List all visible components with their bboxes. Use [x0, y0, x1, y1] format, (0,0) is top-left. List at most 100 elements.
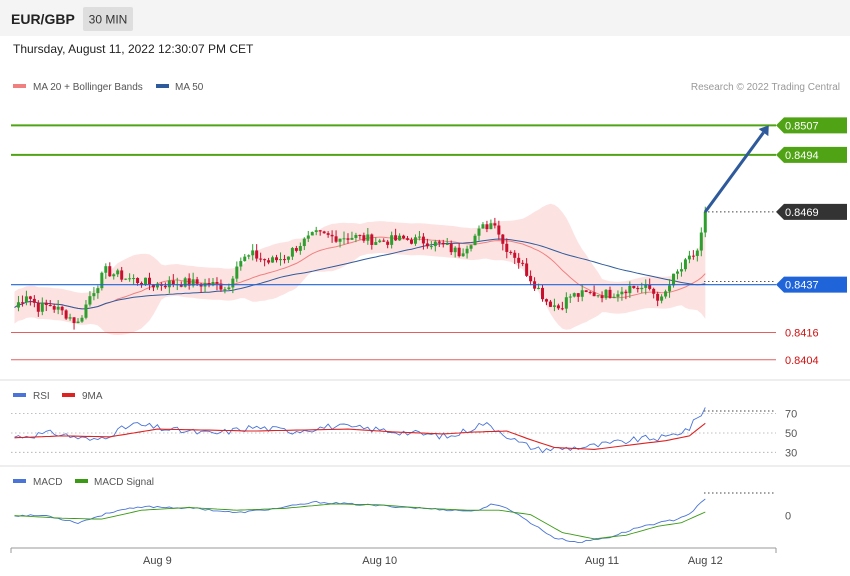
price-levels: 0.8507 0.8494 0.8469 0.8437 0.8416 0.8404 [11, 117, 847, 367]
candle [672, 273, 676, 288]
candle [163, 282, 167, 289]
time-axis: Aug 9 Aug 10 Aug 11 Aug 12 [10, 548, 777, 567]
rsi-line [14, 407, 706, 454]
candle [255, 244, 259, 262]
candle [441, 239, 445, 248]
candle [338, 238, 342, 248]
candle [406, 235, 410, 241]
candle [278, 252, 282, 266]
candle [358, 234, 362, 240]
candle [362, 232, 366, 243]
candle [580, 284, 584, 302]
legend-swatch-macd-signal [75, 479, 88, 483]
candle [457, 242, 461, 258]
candle [552, 298, 556, 312]
candle [52, 303, 56, 313]
candle [251, 244, 255, 261]
timestamp: Thursday, August 11, 2022 12:30:07 PM CE… [13, 42, 254, 56]
candle [128, 273, 132, 282]
level-target: 0.8494 [11, 146, 847, 163]
candle [469, 244, 473, 252]
candle [556, 303, 560, 310]
candle [310, 231, 314, 236]
level-label: 0.8494 [785, 150, 819, 162]
candle [664, 289, 668, 299]
candle [271, 255, 275, 263]
level-support: 0.8404 [11, 355, 819, 367]
candle [32, 295, 36, 308]
candle [302, 237, 306, 251]
candle [275, 254, 279, 263]
candle [44, 299, 48, 312]
candle [576, 293, 580, 302]
candle [541, 284, 545, 302]
candle [544, 298, 548, 306]
candle [147, 272, 151, 291]
candle [449, 240, 453, 256]
candle [298, 242, 302, 255]
candle [501, 233, 505, 251]
candle [374, 237, 378, 246]
candle [382, 238, 386, 243]
candle [187, 273, 191, 290]
candle [366, 227, 370, 245]
candle [548, 299, 552, 307]
rsi-panel: 70 50 30 [11, 407, 797, 459]
candle [636, 285, 640, 293]
forecast-arrow [704, 125, 769, 213]
candle [493, 217, 497, 229]
legend-swatch-rsi-ma [62, 393, 75, 397]
candle [421, 233, 425, 250]
candle [112, 273, 116, 280]
candle [616, 290, 620, 302]
level-target: 0.8507 [11, 117, 847, 134]
candle [390, 231, 394, 249]
level-label: 0.8416 [785, 327, 819, 339]
level-label: 0.8507 [785, 120, 819, 132]
candle [80, 315, 84, 323]
candle [687, 250, 691, 264]
candle [40, 297, 44, 316]
candle [64, 309, 68, 320]
candle [485, 220, 489, 233]
candle [608, 286, 612, 299]
candle [235, 261, 239, 283]
legend-macd-signal-label: MACD Signal [94, 477, 154, 488]
candle [132, 274, 136, 285]
candle [477, 225, 481, 241]
legend-rsi-label: RSI [33, 391, 50, 402]
candle [378, 238, 382, 243]
candle [326, 231, 330, 238]
candle [92, 286, 96, 301]
timeframe-badge[interactable] [83, 7, 133, 31]
candle [699, 227, 703, 257]
candle [239, 257, 243, 271]
candlesticks [16, 206, 707, 330]
candle [624, 289, 628, 300]
candle [36, 300, 40, 317]
level-label: 0.8469 [785, 207, 819, 219]
candle [529, 270, 533, 286]
header-bar [0, 0, 850, 36]
candle [465, 245, 469, 259]
candle [564, 292, 568, 313]
ma50-line [14, 238, 706, 310]
candle [489, 219, 493, 230]
arrow-head [758, 125, 769, 137]
candle [314, 226, 318, 236]
candle [108, 262, 112, 277]
credit-text: Research © 2022 Trading Central [691, 82, 840, 93]
candle [342, 231, 346, 245]
level-last: 0.8469 [704, 203, 847, 220]
candle [402, 234, 406, 240]
candle [675, 269, 679, 280]
macd-panel: 0 [14, 492, 791, 544]
legend-swatch-macd [13, 479, 26, 483]
symbol-title: EUR/GBP [11, 11, 75, 27]
legend-ma50-label: MA 50 [175, 82, 204, 93]
candle [350, 231, 354, 240]
candle [346, 233, 350, 244]
candle [588, 290, 592, 295]
legend-swatch-ma50 [156, 84, 169, 88]
